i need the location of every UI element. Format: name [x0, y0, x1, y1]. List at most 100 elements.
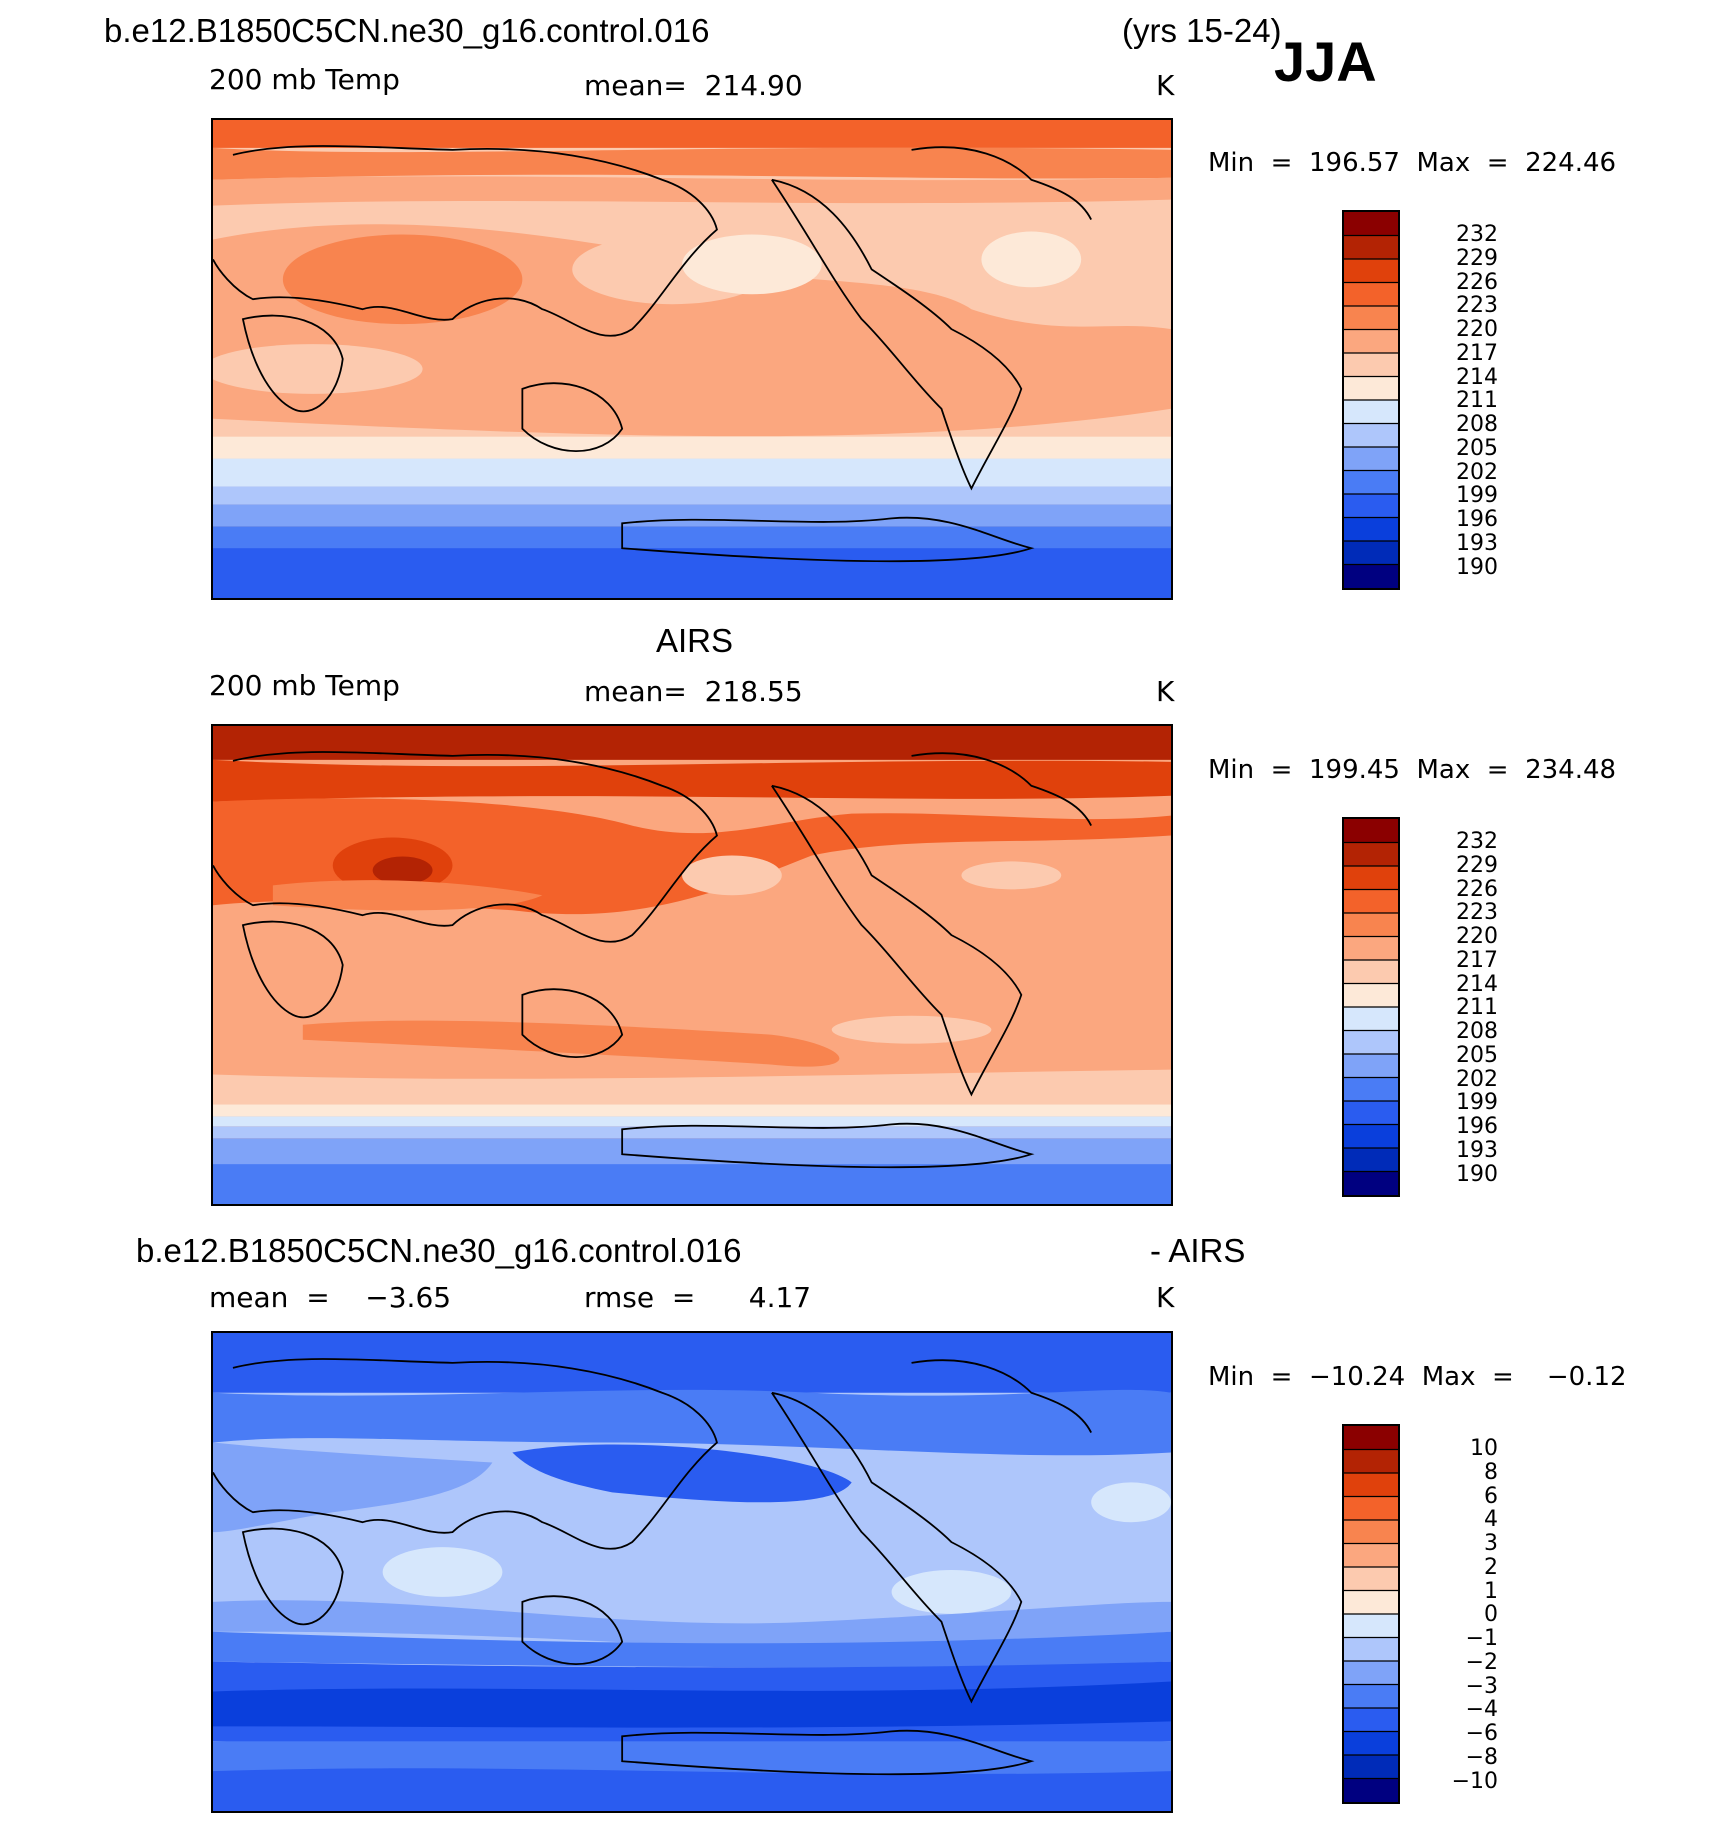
- colorbar-swatch: [1344, 1473, 1398, 1497]
- colorbar-swatch: [1344, 1778, 1398, 1802]
- panel2-colorbar: [1342, 817, 1400, 1197]
- colorbar-swatch: [1344, 983, 1398, 1008]
- panel1-map: [211, 118, 1173, 600]
- colorbar-swatch: [1344, 517, 1398, 542]
- cb-label: −8: [1465, 1745, 1498, 1770]
- colorbar-swatch: [1344, 1496, 1398, 1521]
- cb-label: 3: [1484, 1531, 1498, 1556]
- panel3-colorbar: [1342, 1424, 1400, 1804]
- panel2-units: K: [1156, 675, 1175, 708]
- colorbar-swatch: [1344, 470, 1398, 495]
- cb-label: −4: [1465, 1697, 1498, 1722]
- cb-label: −6: [1465, 1721, 1498, 1746]
- panel3-map-svg: [213, 1333, 1171, 1811]
- cb-label: 202: [1456, 1067, 1498, 1092]
- colorbar-swatch: [1344, 1567, 1398, 1591]
- colorbar-swatch: [1344, 1054, 1398, 1078]
- cb-label: 2: [1484, 1555, 1498, 1580]
- colorbar-swatch: [1344, 960, 1398, 984]
- cb-label: 196: [1456, 1114, 1498, 1139]
- colorbar-swatch: [1344, 889, 1398, 914]
- panel2-minmax: Min = 199.45 Max = 234.48: [1208, 755, 1617, 785]
- years-label: (yrs 15-24): [1122, 12, 1282, 49]
- cb-label: 226: [1456, 877, 1498, 902]
- panel3-minmax: Min = −10.24 Max = −0.12: [1208, 1362, 1627, 1392]
- cb-label: 1: [1484, 1579, 1498, 1604]
- panel3-title-right: - AIRS: [1150, 1232, 1246, 1269]
- case-title: b.e12.B1850C5CN.ne30_g16.control.016: [104, 12, 710, 49]
- colorbar-swatch: [1344, 259, 1398, 283]
- cb-label: 205: [1456, 1043, 1498, 1068]
- colorbar-swatch: [1344, 819, 1398, 843]
- colorbar-swatch: [1344, 936, 1398, 961]
- colorbar-swatch: [1344, 1124, 1398, 1149]
- cb-label: 208: [1456, 1019, 1498, 1044]
- colorbar-swatch: [1344, 1590, 1398, 1615]
- cb-label: 211: [1456, 388, 1498, 413]
- cb-label: 4: [1484, 1507, 1498, 1532]
- colorbar-swatch: [1344, 329, 1398, 354]
- panel2-map-svg: [213, 726, 1171, 1204]
- colorbar-swatch: [1344, 866, 1398, 890]
- colorbar-swatch: [1344, 494, 1398, 518]
- cb-label: 193: [1456, 1138, 1498, 1163]
- cb-label: 190: [1456, 555, 1498, 580]
- colorbar-swatch: [1344, 1007, 1398, 1031]
- cb-label: 229: [1456, 246, 1498, 271]
- cb-label: 202: [1456, 460, 1498, 485]
- season-label: JJA: [1274, 30, 1377, 93]
- cb-label: 223: [1456, 900, 1498, 925]
- colorbar-swatch: [1344, 423, 1398, 448]
- panel3-rmse: rmse = 4.17: [584, 1281, 812, 1314]
- cb-label: 190: [1456, 1162, 1498, 1187]
- colorbar-swatch: [1344, 376, 1398, 401]
- cb-label: 0: [1484, 1602, 1498, 1627]
- cb-label: 8: [1484, 1460, 1498, 1485]
- colorbar-swatch: [1344, 1171, 1398, 1195]
- panel3-colorbar-labels: 10 8 6 4 3 2 1 0 −1 −2 −3 −4 −6 −8 −10: [1418, 1424, 1498, 1804]
- cb-label: 193: [1456, 531, 1498, 556]
- colorbar-swatch: [1344, 1077, 1398, 1102]
- panel2-title: AIRS: [656, 622, 734, 659]
- colorbar-swatch: [1344, 447, 1398, 471]
- cb-label: −1: [1465, 1626, 1498, 1651]
- cb-label: 205: [1456, 436, 1498, 461]
- colorbar-swatch: [1344, 1755, 1398, 1779]
- cb-label: 220: [1456, 924, 1498, 949]
- colorbar-swatch: [1344, 1661, 1398, 1685]
- colorbar-swatch: [1344, 1731, 1398, 1756]
- panel2-colorbar-labels: 232 229 226 223 220 217 214 211 208 205 …: [1418, 817, 1498, 1197]
- colorbar-swatch: [1344, 564, 1398, 588]
- cb-label: 223: [1456, 293, 1498, 318]
- colorbar-swatch: [1344, 1520, 1398, 1544]
- cb-label: 6: [1484, 1484, 1498, 1509]
- cb-label: 229: [1456, 853, 1498, 878]
- cb-label: −10: [1451, 1769, 1498, 1794]
- panel1-colorbar: [1342, 210, 1400, 590]
- panel2-colorbar-svg: [1344, 819, 1398, 1195]
- cb-label: 217: [1456, 341, 1498, 366]
- colorbar-swatch: [1344, 353, 1398, 377]
- cb-label: 199: [1456, 1090, 1498, 1115]
- colorbar-swatch: [1344, 1684, 1398, 1709]
- panel1-variable: 200 mb Temp: [209, 63, 400, 96]
- panel1-coastlines: [213, 145, 1092, 563]
- cb-label: 232: [1456, 222, 1498, 247]
- panel1-map-svg: [213, 120, 1171, 598]
- colorbar-swatch: [1344, 541, 1398, 565]
- panel2-coastlines: [213, 751, 1092, 1169]
- cb-label: −2: [1465, 1650, 1498, 1675]
- colorbar-swatch: [1344, 842, 1398, 867]
- colorbar-swatch: [1344, 400, 1398, 424]
- cb-label: 217: [1456, 948, 1498, 973]
- cb-label: 208: [1456, 412, 1498, 437]
- colorbar-swatch: [1344, 1449, 1398, 1474]
- panel1-mean: mean= 214.90: [584, 69, 803, 102]
- panel2-map: [211, 724, 1173, 1206]
- cb-label: −3: [1465, 1674, 1498, 1699]
- colorbar-swatch: [1344, 1426, 1398, 1450]
- cb-label: 232: [1456, 829, 1498, 854]
- colorbar-swatch: [1344, 1543, 1398, 1568]
- cb-label: 196: [1456, 507, 1498, 532]
- panel3-title: b.e12.B1850C5CN.ne30_g16.control.016: [136, 1232, 742, 1269]
